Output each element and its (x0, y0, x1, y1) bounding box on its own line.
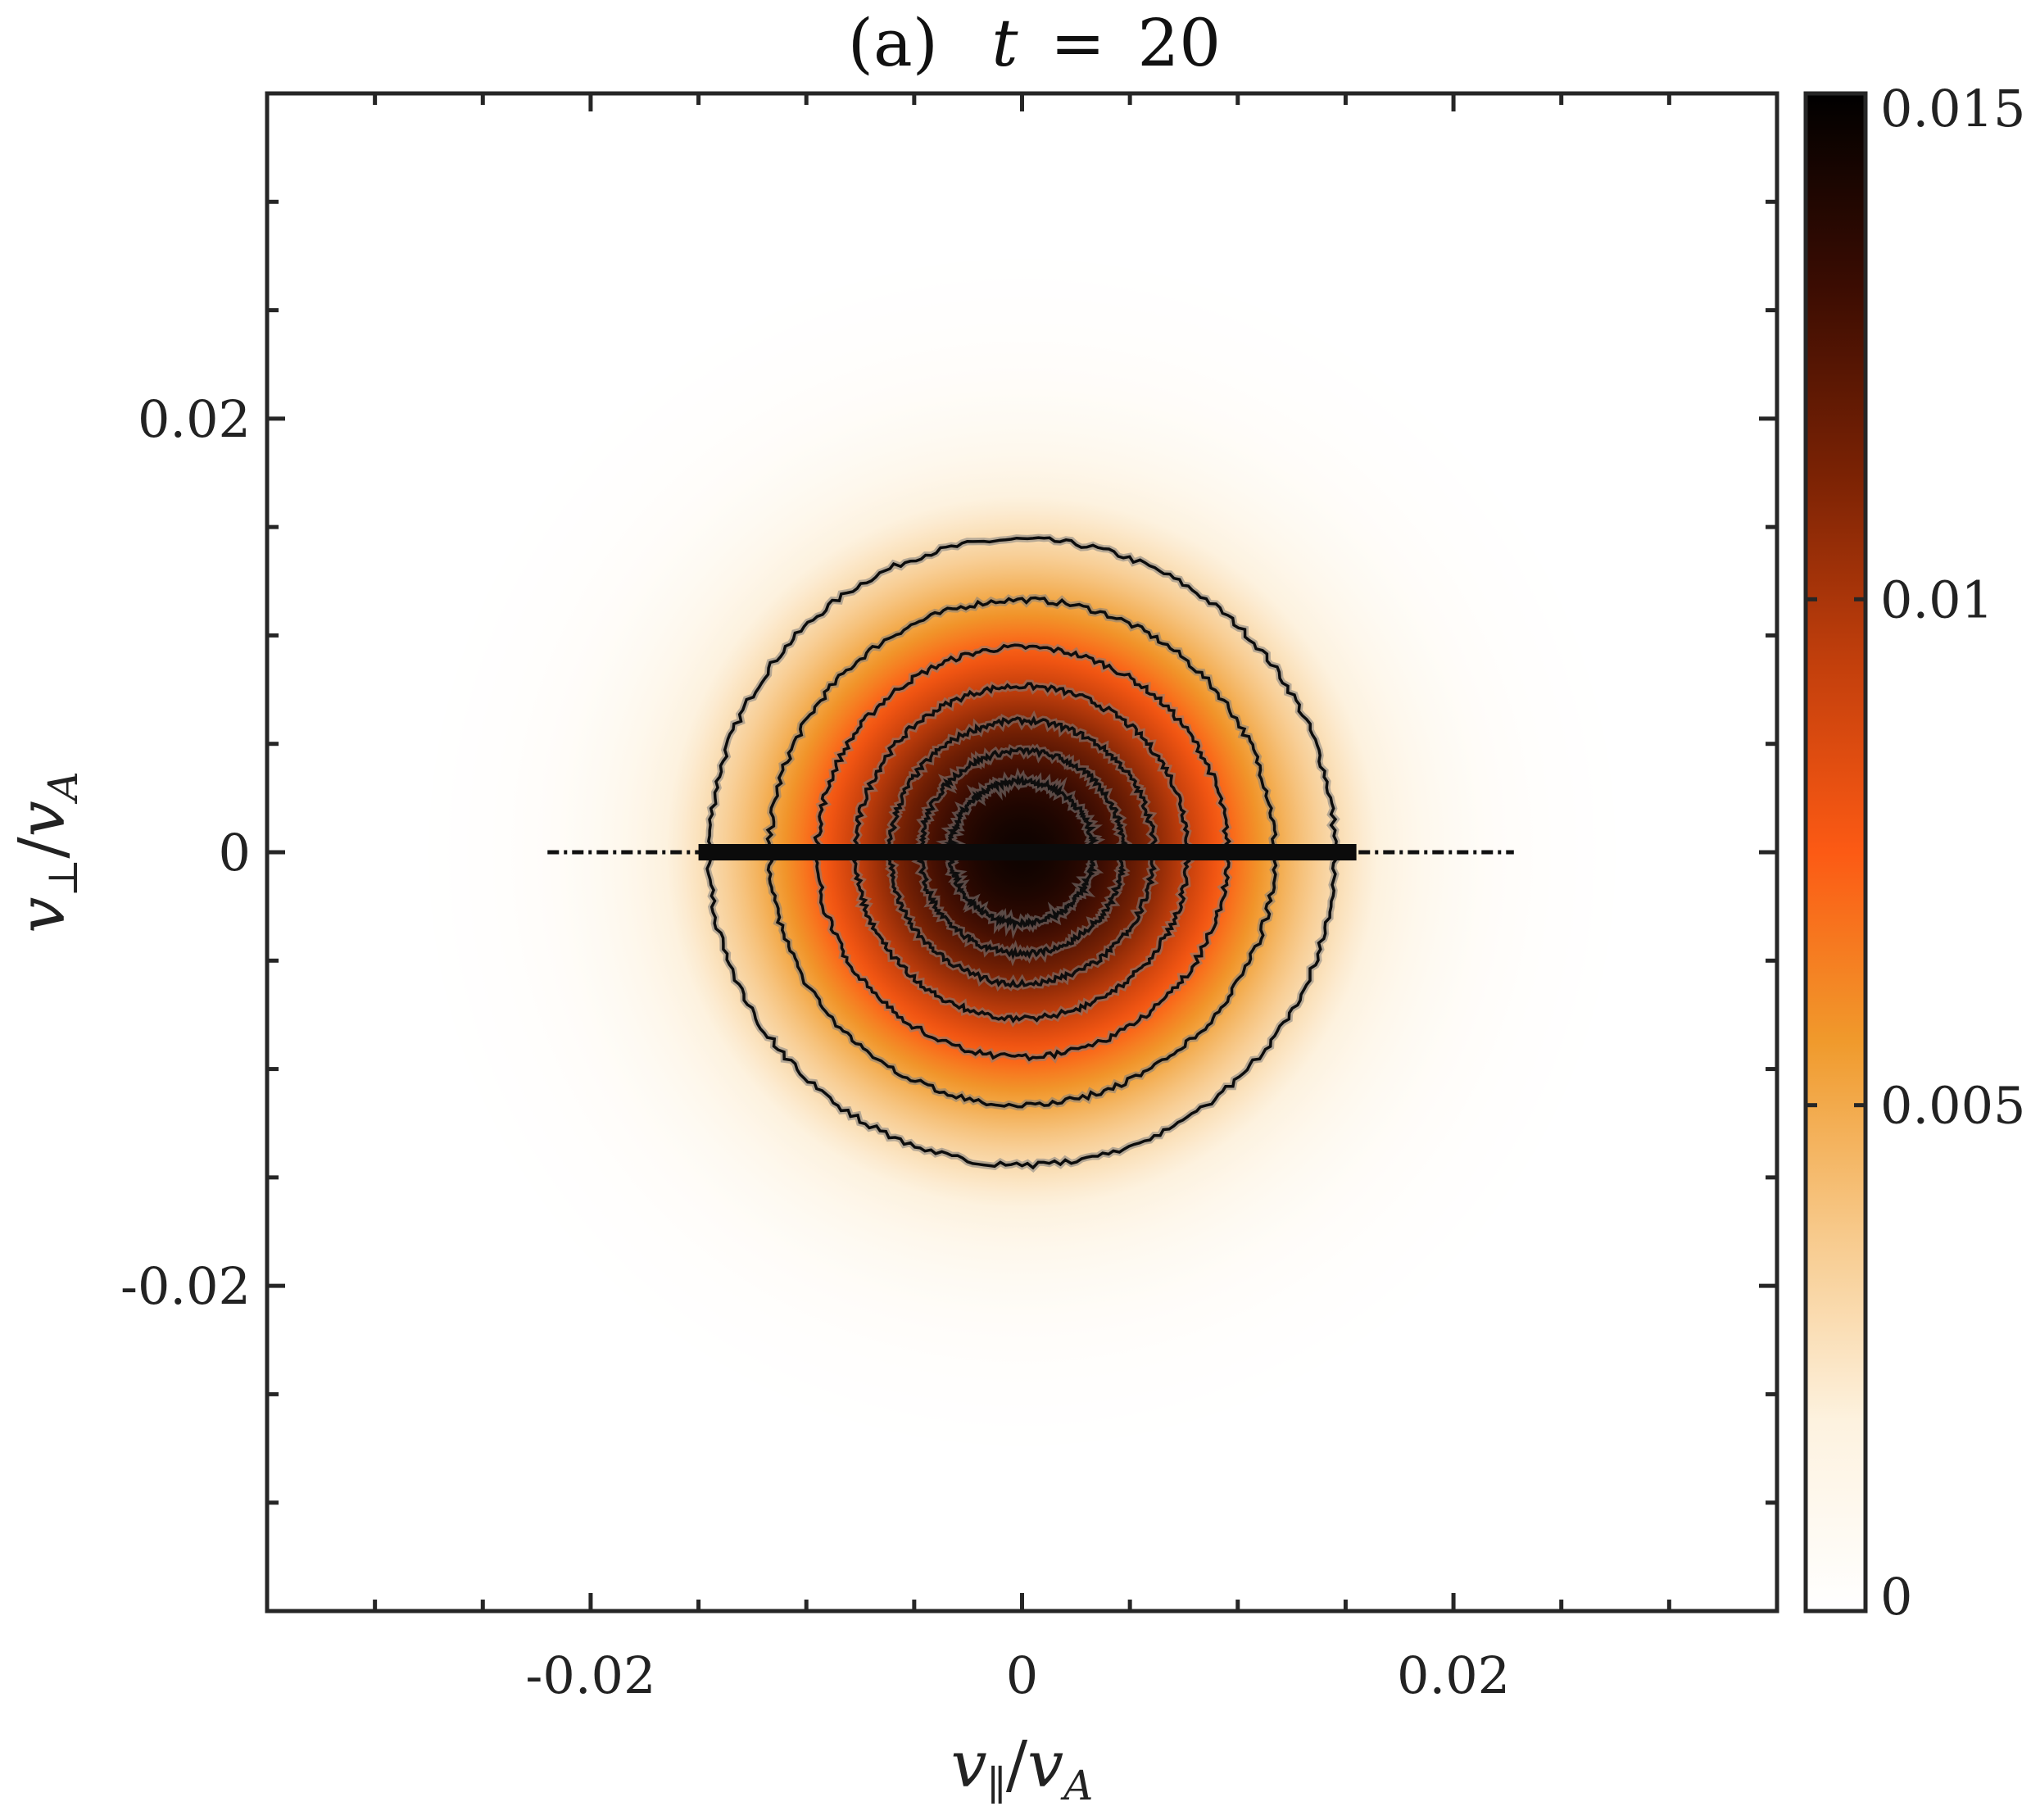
colorbar-tick-label: 0 (1880, 1567, 1912, 1627)
colorbar-ticks (1806, 91, 1866, 1613)
title-operator: = (1050, 5, 1105, 81)
y-tick-label: 0.02 (138, 389, 251, 449)
y-label-slash: / (6, 837, 79, 859)
y-label-main: v (6, 897, 79, 933)
plot-area (267, 93, 1777, 1611)
colorbar-tick-label: 0.005 (1880, 1076, 2026, 1136)
x-tick-label: -0.02 (525, 1645, 655, 1705)
y-label-denom-sub: A (39, 771, 87, 804)
colorbar-tick-label: 0.015 (1880, 79, 2026, 138)
colorbar: 0 0.005 0.01 0.015 (1803, 79, 2026, 1627)
colorbar-frame (1803, 91, 1868, 1613)
x-tick-labels: -0.02 0 0.02 (525, 1645, 1510, 1705)
chart-title: (a) t = 20 (848, 5, 1221, 81)
x-tick-label: 0.02 (1397, 1645, 1510, 1705)
beam-line (547, 844, 1514, 860)
y-label-denom: v (6, 801, 79, 837)
title-variable: t (991, 5, 1018, 81)
title-panel: (a) (848, 5, 938, 81)
x-tick-label: 0 (1006, 1645, 1038, 1705)
y-tick-label: 0 (219, 823, 251, 883)
x-label-denom: v (1027, 1728, 1063, 1802)
x-label-slash: / (1006, 1728, 1028, 1802)
y-axis-label: v⊥/vA (6, 771, 87, 933)
colorbar-tick-label: 0.01 (1880, 570, 1993, 629)
x-axis-label: v∥/vA (951, 1728, 1094, 1809)
y-tick-label: -0.02 (120, 1256, 251, 1316)
x-label-denom-sub: A (1060, 1762, 1093, 1809)
title-value: 20 (1137, 5, 1221, 81)
x-label-main: v (951, 1728, 987, 1802)
y-label-sub: ⊥ (39, 859, 87, 897)
colorbar-tick-labels: 0 0.005 0.01 0.015 (1880, 79, 2026, 1627)
colorbar-scale (1806, 93, 1866, 1611)
axis-ticks (267, 93, 1777, 1611)
x-label-sub: ∥ (987, 1762, 1006, 1809)
beam-line-core (698, 844, 1357, 860)
y-tick-labels: 0.02 0 -0.02 (120, 389, 251, 1316)
